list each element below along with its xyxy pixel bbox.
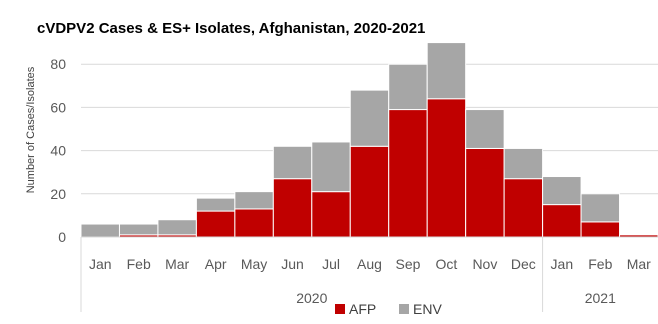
bar-env	[234, 191, 274, 210]
bar-afp	[465, 147, 505, 238]
bar-afp	[580, 221, 621, 238]
y-tick-label: 40	[50, 143, 66, 159]
x-tick-label: Nov	[472, 256, 497, 272]
x-tick-label: Dec	[511, 256, 536, 272]
legend-label-env: ENV	[413, 301, 442, 317]
x-tick-label: Jul	[322, 256, 340, 272]
bar-afp	[503, 178, 544, 238]
bar-afp	[234, 208, 274, 238]
bar-env	[503, 147, 544, 180]
chart-title: cVDPV2 Cases & ES+ Isolates, Afghanistan…	[37, 20, 425, 37]
y-tick-label: 0	[58, 229, 66, 245]
bar-afp	[542, 204, 582, 238]
x-tick-label: Aug	[357, 256, 382, 272]
x-tick-label: Feb	[588, 256, 612, 272]
bar-env	[311, 141, 351, 193]
bar-afp	[349, 145, 390, 238]
x-axis-labels: Jan Feb Mar Apr May Jun Jul Aug Sep Oct Nov Dec Jan F…	[89, 256, 651, 272]
year-label: 2021	[585, 290, 616, 306]
x-tick-label: Feb	[127, 256, 151, 272]
bar-afp	[311, 191, 351, 238]
year-label: 2020	[296, 290, 327, 306]
legend-swatch-afp	[335, 304, 345, 314]
bar-env	[80, 223, 120, 238]
bar-env	[195, 197, 236, 212]
bars	[80, 42, 658, 238]
x-tick-label: May	[241, 256, 267, 272]
legend: AFP ENV	[335, 301, 442, 317]
bar-env	[157, 219, 197, 236]
bar-env	[349, 89, 390, 147]
x-tick-label: Apr	[205, 256, 227, 272]
x-tick-label: Oct	[436, 256, 458, 272]
bar-env	[118, 223, 159, 236]
bar-env	[426, 42, 467, 100]
y-tick-label: 60	[50, 99, 66, 115]
x-tick-label: Mar	[165, 256, 189, 272]
y-tick-label: 20	[50, 186, 66, 202]
x-tick-label: Jan	[551, 256, 574, 272]
legend-label-afp: AFP	[349, 301, 376, 317]
x-tick-label: Jan	[89, 256, 112, 272]
x-tick-label: Sep	[396, 256, 421, 272]
bar-env	[272, 145, 313, 180]
y-axis-ticks: 0 20 40 60 80	[50, 56, 66, 245]
y-axis-title: Number of Cases/Isolates	[25, 66, 37, 193]
bar-afp	[272, 178, 313, 238]
bar-env	[388, 63, 428, 111]
bar-env	[580, 193, 621, 223]
bar-env	[465, 109, 505, 149]
bar-afp	[195, 210, 236, 238]
y-tick-label: 80	[50, 56, 66, 72]
legend-swatch-env	[399, 304, 409, 314]
x-tick-label: Jun	[281, 256, 304, 272]
bar-afp	[388, 109, 428, 238]
bar-afp	[426, 98, 467, 238]
x-tick-label: Mar	[627, 256, 651, 272]
year-groups: 2020 2021	[80, 237, 616, 312]
bar-env	[542, 176, 582, 206]
